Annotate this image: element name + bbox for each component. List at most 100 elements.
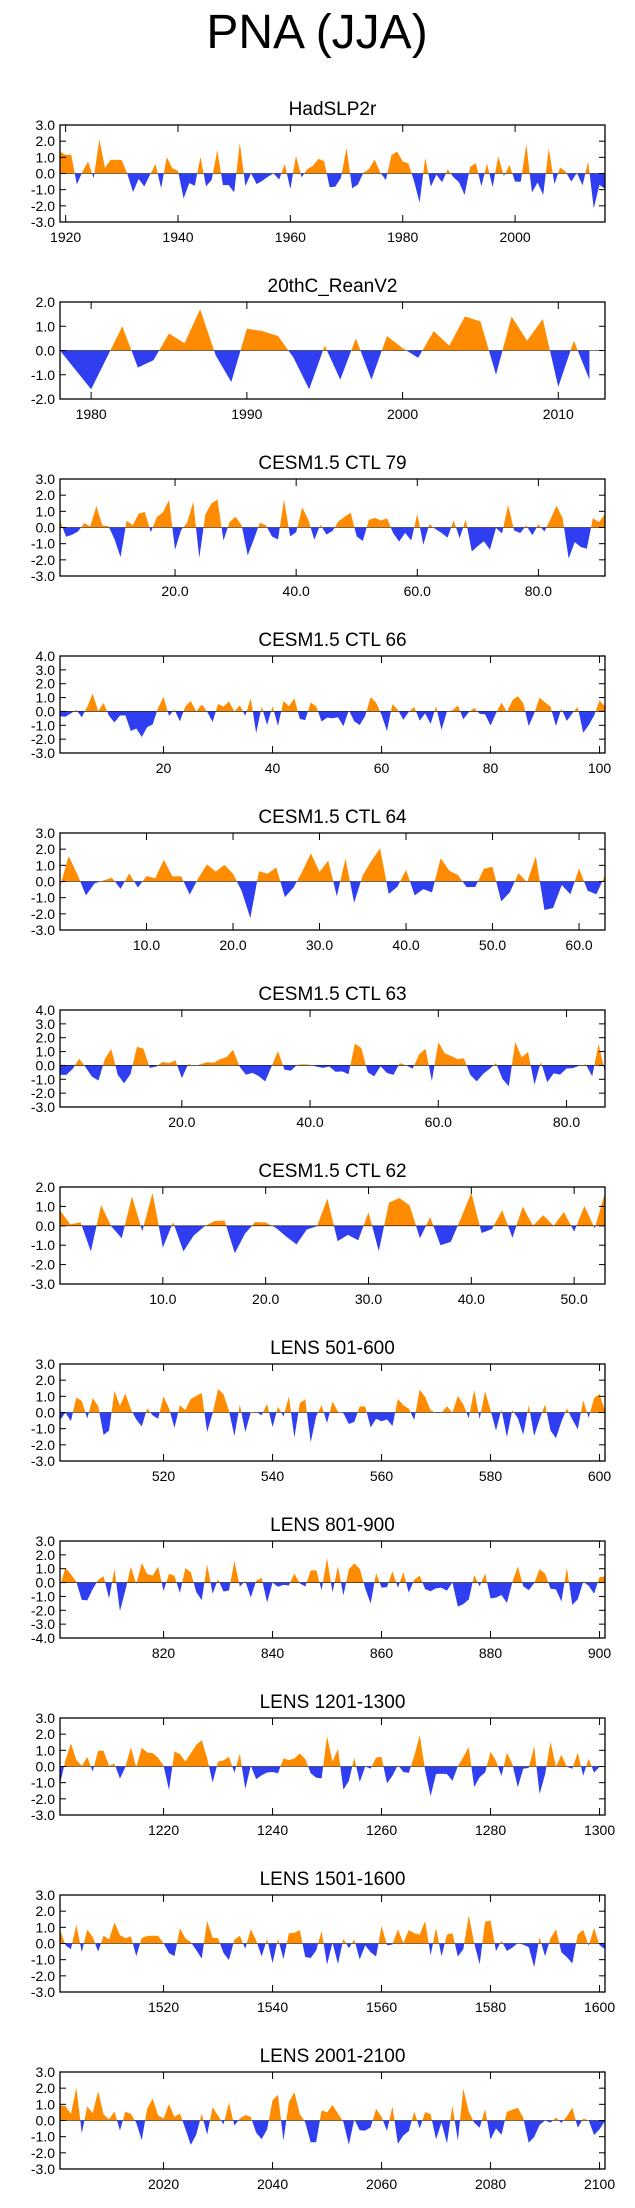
y-tick-label: -2.0 [31,198,55,214]
y-tick-label: 2.0 [36,487,56,503]
chart-panel: LENS 501-600 -3.0-2.0-1.00.01.02.03.0 520 5… [31,1338,612,1484]
negative-anomaly-area [60,1582,598,1612]
positive-anomaly-area [73,693,605,712]
y-tick-label: -4.0 [31,1630,55,1646]
x-tick-label: 600 [588,1468,612,1484]
y-tick-label: 0.0 [36,520,56,536]
negative-anomaly-area [74,173,605,209]
y-tick-label: -1.0 [31,1588,55,1604]
x-tick-label: 560 [370,1468,394,1484]
y-tick-label: -2.0 [31,906,55,922]
chart-panel: LENS 1201-1300 -3.0-2.0-1.00.01.02.03.0 12… [31,1692,615,1838]
x-tick-label: 20.0 [168,1114,195,1130]
y-tick-label: -2.0 [31,1602,55,1618]
x-tick-label: 820 [152,1645,176,1661]
y-tick-label: 0.0 [36,1936,56,1952]
y-tick-label: -3.0 [31,1453,55,1469]
y-tick-label: -1.0 [31,536,55,552]
y-tick-label: 3.0 [36,825,56,841]
y-tick-label: -1.0 [31,1775,55,1791]
y-tick-label: -1.0 [31,1071,55,1087]
y-tick-label: 1.0 [36,318,56,334]
x-tick-label: 2000 [500,229,531,245]
y-tick-label: -3.0 [31,1984,55,2000]
y-tick-label: 3.0 [36,1533,56,1549]
y-tick-label: 0.0 [36,1057,56,1073]
x-tick-label: 1240 [257,1822,288,1838]
y-tick-label: 2.0 [36,1372,56,1388]
y-tick-label: 2.0 [36,1547,56,1563]
y-tick-label: 4.0 [36,1002,56,1018]
panel-title: CESM1.5 CTL 66 [258,630,406,651]
x-tick-label: 1920 [50,229,81,245]
x-tick-label: 520 [152,1468,176,1484]
y-tick-label: -1.0 [31,890,55,906]
y-tick-label: 2.0 [36,1030,56,1046]
negative-anomaly-area [64,1943,605,1968]
y-tick-label: -2.0 [31,1257,55,1273]
x-tick-label: 80.0 [525,583,552,599]
x-tick-label: 1980 [387,229,418,245]
y-tick-label: 0.0 [36,166,56,182]
y-tick-label: 2.0 [36,676,56,692]
y-tick-label: 3.0 [36,1356,56,1372]
x-tick-label: 580 [479,1468,503,1484]
chart-panel: CESM1.5 CTL 63 -3.0-2.0-1.00.01.02.03.04.… [31,984,606,1130]
x-tick-label: 2040 [257,2176,288,2192]
panel-title: LENS 501-600 [270,1338,395,1359]
y-tick-label: -3.0 [31,1099,55,1115]
y-tick-label: -1.0 [31,2129,55,2145]
positive-anomaly-area [60,139,590,174]
y-tick-label: 1.0 [36,1919,56,1935]
positive-anomaly-area [60,1192,605,1226]
y-tick-label: 1.0 [36,690,56,706]
y-tick-label: 0.0 [36,1575,56,1591]
y-tick-label: 1.0 [36,503,56,519]
negative-anomaly-area [81,1225,596,1254]
positive-anomaly-area [72,1389,605,1413]
chart-panel: 20thC_ReanV2 -2.0 -1.0 0.0 1.0 2.0 1980 1990 200… [31,276,606,422]
y-tick-label: 3.0 [36,117,56,133]
figure-title: PNA (JJA) [206,6,427,59]
chart-panel: LENS 1501-1600 -3.0-2.0-1.00.01.02.03.0 15… [31,1869,615,2015]
x-tick-label: 860 [370,1645,394,1661]
panel-title: LENS 801-900 [270,1515,395,1536]
x-tick-label: 60.0 [404,583,431,599]
y-tick-label: 1.0 [36,1561,56,1577]
negative-anomaly-area [62,527,592,559]
y-tick-label: 3.0 [36,1016,56,1032]
chart-panel: CESM1.5 CTL 62 -3.0 -2.0 -1.0 0.0 1.0 2.0 10.0 2… [31,1161,606,1307]
y-tick-label: 0.0 [36,1759,56,1775]
y-tick-label: 2.0 [36,2080,56,2096]
y-tick-label: -2.0 [31,1791,55,1807]
y-tick-label: -1.0 [31,367,55,383]
y-tick-label: 1.0 [36,1198,56,1214]
chart-panel: LENS 801-900 -4.0-3.0-2.0-1.00.01.02.03.0… [31,1515,612,1661]
y-tick-label: -3.0 [31,568,55,584]
y-tick-label: 3.0 [36,1887,56,1903]
x-tick-label: 100 [588,760,612,776]
y-tick-label: 0.0 [36,1405,56,1421]
positive-anomaly-area [61,1558,605,1583]
panel-title: LENS 1201-1300 [260,1692,406,1713]
positive-anomaly-area [74,1042,604,1066]
y-tick-label: 2.0 [36,1179,56,1195]
positive-anomaly-area [61,848,605,882]
chart-panel: CESM1.5 CTL 79 -3.0-2.0-1.00.01.02.03.0 20… [31,453,606,599]
x-tick-label: 50.0 [561,1291,588,1307]
y-tick-label: -2.0 [31,552,55,568]
x-tick-label: 540 [261,1468,285,1484]
chart-panel: HadSLP2r -3.0-2.0-1.00.01.02.03.0 1920 1940… [31,99,606,245]
x-tick-label: 80 [483,760,499,776]
y-tick-label: 0.0 [36,874,56,890]
x-tick-label: 10.0 [149,1291,176,1307]
plot-frame [59,1540,606,1639]
y-tick-label: 3.0 [36,2064,56,2080]
y-tick-label: -3.0 [31,214,55,230]
y-tick-label: 1.0 [36,1742,56,1758]
x-tick-label: 880 [479,1645,503,1661]
panel-title: HadSLP2r [289,99,377,120]
panel-title: 20thC_ReanV2 [268,276,398,297]
